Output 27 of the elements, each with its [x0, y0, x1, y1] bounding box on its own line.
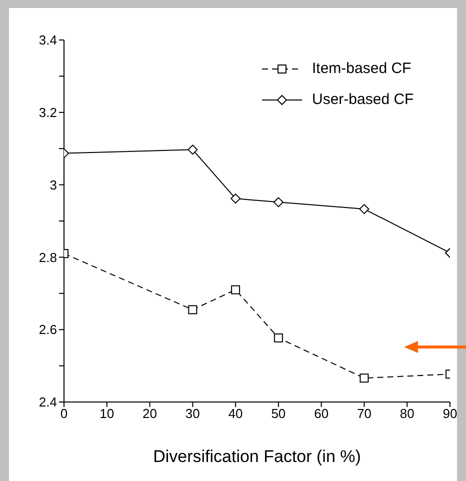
point [273, 197, 284, 208]
x-tick-label: 90 [442, 406, 458, 422]
y-tick-label: 3.4 [38, 32, 57, 48]
x-axis-title: Diversification Factor (in %) [153, 447, 361, 466]
x-tick-label: 40 [228, 406, 243, 422]
point [359, 204, 370, 214]
y-tick-label: 3 [50, 177, 57, 192]
x-tick-label: 0 [60, 406, 68, 422]
point [360, 374, 369, 383]
point [188, 305, 198, 314]
x-tick-label: 20 [142, 406, 158, 422]
point [188, 144, 198, 155]
legend-label: Item-based CF [312, 60, 412, 77]
y-tick-label: 3.2 [38, 105, 57, 120]
point [274, 333, 283, 342]
x-tick-label: 70 [356, 406, 372, 422]
point [230, 194, 241, 204]
x-tick-label: 80 [400, 406, 414, 422]
point [231, 285, 240, 294]
x-tick-label: 60 [314, 406, 329, 422]
x-tick-label: 50 [271, 406, 286, 422]
y-tick-label: 2.8 [38, 250, 57, 265]
y-tick-label: 2.4 [38, 394, 57, 410]
legend-label: User-based CF [312, 91, 414, 108]
x-tick-label: 10 [100, 406, 114, 422]
x-tick-label: 30 [185, 406, 200, 422]
y-tick-label: 2.6 [38, 322, 57, 338]
